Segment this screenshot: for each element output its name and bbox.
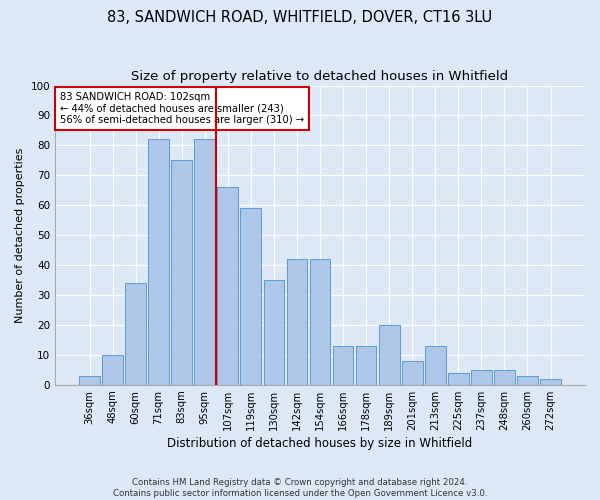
Bar [310, 259, 331, 385]
Bar [172, 160, 192, 385]
Bar [379, 325, 400, 385]
Text: Contains HM Land Registry data © Crown copyright and database right 2024.
Contai: Contains HM Land Registry data © Crown c… [113, 478, 487, 498]
Bar [125, 283, 146, 385]
Bar [263, 280, 284, 385]
Text: 83 SANDWICH ROAD: 102sqm
← 44% of detached houses are smaller (243)
56% of semi-: 83 SANDWICH ROAD: 102sqm ← 44% of detach… [61, 92, 304, 124]
X-axis label: Distribution of detached houses by size in Whitfield: Distribution of detached houses by size … [167, 437, 473, 450]
Bar [79, 376, 100, 385]
Bar [217, 188, 238, 385]
Bar [517, 376, 538, 385]
Bar [356, 346, 376, 385]
Title: Size of property relative to detached houses in Whitfield: Size of property relative to detached ho… [131, 70, 509, 83]
Bar [402, 361, 422, 385]
Bar [287, 259, 307, 385]
Bar [540, 379, 561, 385]
Bar [332, 346, 353, 385]
Bar [194, 140, 215, 385]
Bar [471, 370, 492, 385]
Bar [241, 208, 261, 385]
Bar [148, 140, 169, 385]
Y-axis label: Number of detached properties: Number of detached properties [15, 148, 25, 323]
Bar [448, 373, 469, 385]
Text: 83, SANDWICH ROAD, WHITFIELD, DOVER, CT16 3LU: 83, SANDWICH ROAD, WHITFIELD, DOVER, CT1… [107, 10, 493, 25]
Bar [102, 355, 123, 385]
Bar [494, 370, 515, 385]
Bar [425, 346, 446, 385]
